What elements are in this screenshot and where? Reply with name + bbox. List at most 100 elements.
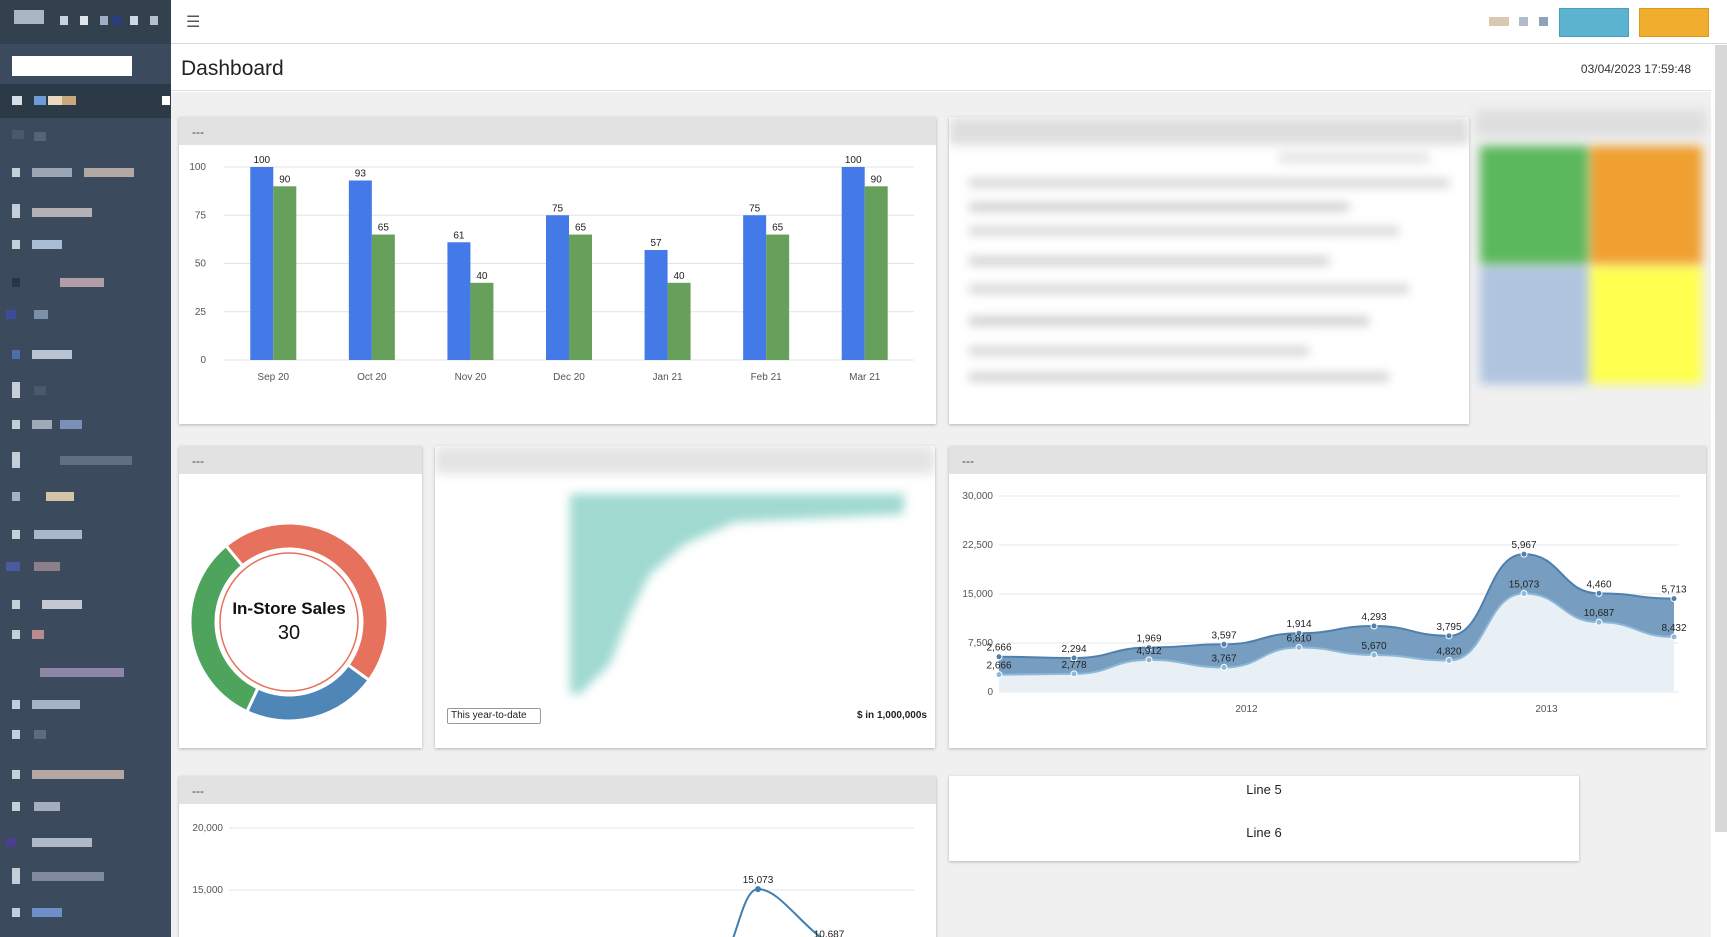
y-tick-label: 0 xyxy=(987,687,993,698)
page-scrollbar[interactable] xyxy=(1715,45,1727,832)
data-label: 40 xyxy=(476,271,488,282)
sidebar-item[interactable] xyxy=(0,656,171,690)
sidebar-item[interactable] xyxy=(0,826,171,860)
bar xyxy=(864,186,888,360)
data-point xyxy=(1595,618,1603,626)
sidebar-item[interactable] xyxy=(0,588,171,622)
data-label: 15,073 xyxy=(1509,580,1540,591)
y-tick-label: 15,000 xyxy=(192,885,223,896)
y-tick-label: 50 xyxy=(195,259,207,270)
area-fill-band xyxy=(999,554,1674,675)
data-label: 10,687 xyxy=(1584,608,1615,619)
data-point xyxy=(1670,633,1678,641)
data-point xyxy=(1295,644,1303,652)
sidebar-item[interactable] xyxy=(0,196,171,230)
sidebar-item[interactable] xyxy=(0,860,171,894)
data-label: 100 xyxy=(845,155,862,166)
donut-chart-panel: --- In-Store Sales 30 xyxy=(179,446,422,748)
top-bar: ☰ xyxy=(171,0,1727,44)
y-tick-label: 75 xyxy=(195,210,207,221)
sidebar-item[interactable] xyxy=(0,550,171,584)
header-user-button[interactable] xyxy=(1639,8,1709,37)
data-label: 1,914 xyxy=(1286,619,1311,630)
data-label: 4,293 xyxy=(1361,612,1386,623)
bar xyxy=(250,167,274,360)
donut-inner-ring xyxy=(219,552,359,692)
series-line-lower xyxy=(998,592,1675,676)
x-tick-label: 2013 xyxy=(1535,704,1558,715)
y-tick-label: 25 xyxy=(195,307,207,318)
data-label: 65 xyxy=(378,223,390,234)
page-title: Dashboard xyxy=(181,57,284,80)
sidebar-item[interactable] xyxy=(0,758,171,792)
hamburger-icon[interactable]: ☰ xyxy=(186,14,201,31)
page-header: Dashboard 03/04/2023 17:59:48 xyxy=(171,45,1711,91)
data-label: 4,912 xyxy=(1136,646,1161,657)
data-point xyxy=(1145,644,1153,652)
donut-slice xyxy=(223,521,390,683)
data-label: 5,670 xyxy=(1361,641,1386,652)
sidebar-item[interactable] xyxy=(0,790,171,824)
bar xyxy=(644,249,668,360)
x-tick-label: Sep 20 xyxy=(257,372,289,383)
data-label: 65 xyxy=(772,223,784,234)
period-select[interactable]: This year-to-date xyxy=(447,708,541,724)
bar xyxy=(348,180,372,360)
data-label: 2,666 xyxy=(986,643,1011,654)
lines-panel: Line 5 Line 6 xyxy=(949,776,1579,861)
data-label: 5,713 xyxy=(1661,585,1686,596)
sidebar-item[interactable] xyxy=(0,374,171,408)
sidebar-item[interactable] xyxy=(0,444,171,478)
x-tick-label: Oct 20 xyxy=(357,372,387,383)
data-label: 75 xyxy=(749,203,761,214)
data-label: 40 xyxy=(674,271,686,282)
sidebar-item[interactable] xyxy=(0,408,171,442)
sidebar-item[interactable] xyxy=(0,338,171,372)
line-5-label: Line 5 xyxy=(1246,782,1282,797)
data-point xyxy=(1070,654,1078,662)
data-label: 1,969 xyxy=(1136,634,1161,645)
data-label: 65 xyxy=(575,223,587,234)
data-label: 75 xyxy=(552,203,564,214)
sidebar-item[interactable] xyxy=(0,298,171,332)
bar xyxy=(766,234,790,360)
x-tick-label: Nov 20 xyxy=(455,372,487,383)
sidebar-item[interactable] xyxy=(0,718,171,752)
sidebar-item[interactable] xyxy=(0,156,171,190)
bar xyxy=(273,186,297,360)
header-action-button[interactable] xyxy=(1559,8,1629,37)
funnel-chart-panel: This year-to-date $ in 1,000,000s xyxy=(435,446,935,748)
panel-title: --- xyxy=(179,446,422,474)
data-point xyxy=(1370,622,1378,630)
bar xyxy=(667,282,691,360)
data-label: 5,967 xyxy=(1511,540,1536,551)
sidebar-search-input[interactable] xyxy=(12,56,132,76)
sidebar-item[interactable] xyxy=(0,120,171,154)
sidebar-item[interactable] xyxy=(0,896,171,930)
y-tick-label: 20,000 xyxy=(192,823,223,834)
y-tick-label: 7,500 xyxy=(968,638,993,649)
sidebar-item[interactable] xyxy=(0,688,171,722)
sidebar-item[interactable] xyxy=(0,518,171,552)
data-label: 2,778 xyxy=(1061,660,1086,671)
sidebar-item[interactable] xyxy=(0,480,171,514)
sidebar-item-active[interactable] xyxy=(0,84,171,118)
sidebar-item[interactable] xyxy=(0,266,171,300)
x-tick-label: Mar 21 xyxy=(849,372,881,383)
bar xyxy=(470,282,494,360)
data-label: 6,810 xyxy=(1286,634,1311,645)
bar-chart-panel: --- 0 25 50 75 100 100 90 Sep 20 93 65 Oct 20 61 40 N… xyxy=(179,117,936,424)
data-point xyxy=(1370,651,1378,659)
sidebar-item[interactable] xyxy=(0,228,171,262)
sidebar-brand[interactable] xyxy=(0,0,171,44)
bar xyxy=(447,242,471,360)
panel-title: --- xyxy=(179,117,936,145)
blurred-table-panel xyxy=(949,117,1469,424)
area-fill-lower xyxy=(999,593,1674,692)
data-point xyxy=(1445,632,1453,640)
sidebar-item[interactable] xyxy=(0,618,171,652)
data-label: 15,073 xyxy=(743,875,774,886)
data-label: 90 xyxy=(279,174,291,185)
